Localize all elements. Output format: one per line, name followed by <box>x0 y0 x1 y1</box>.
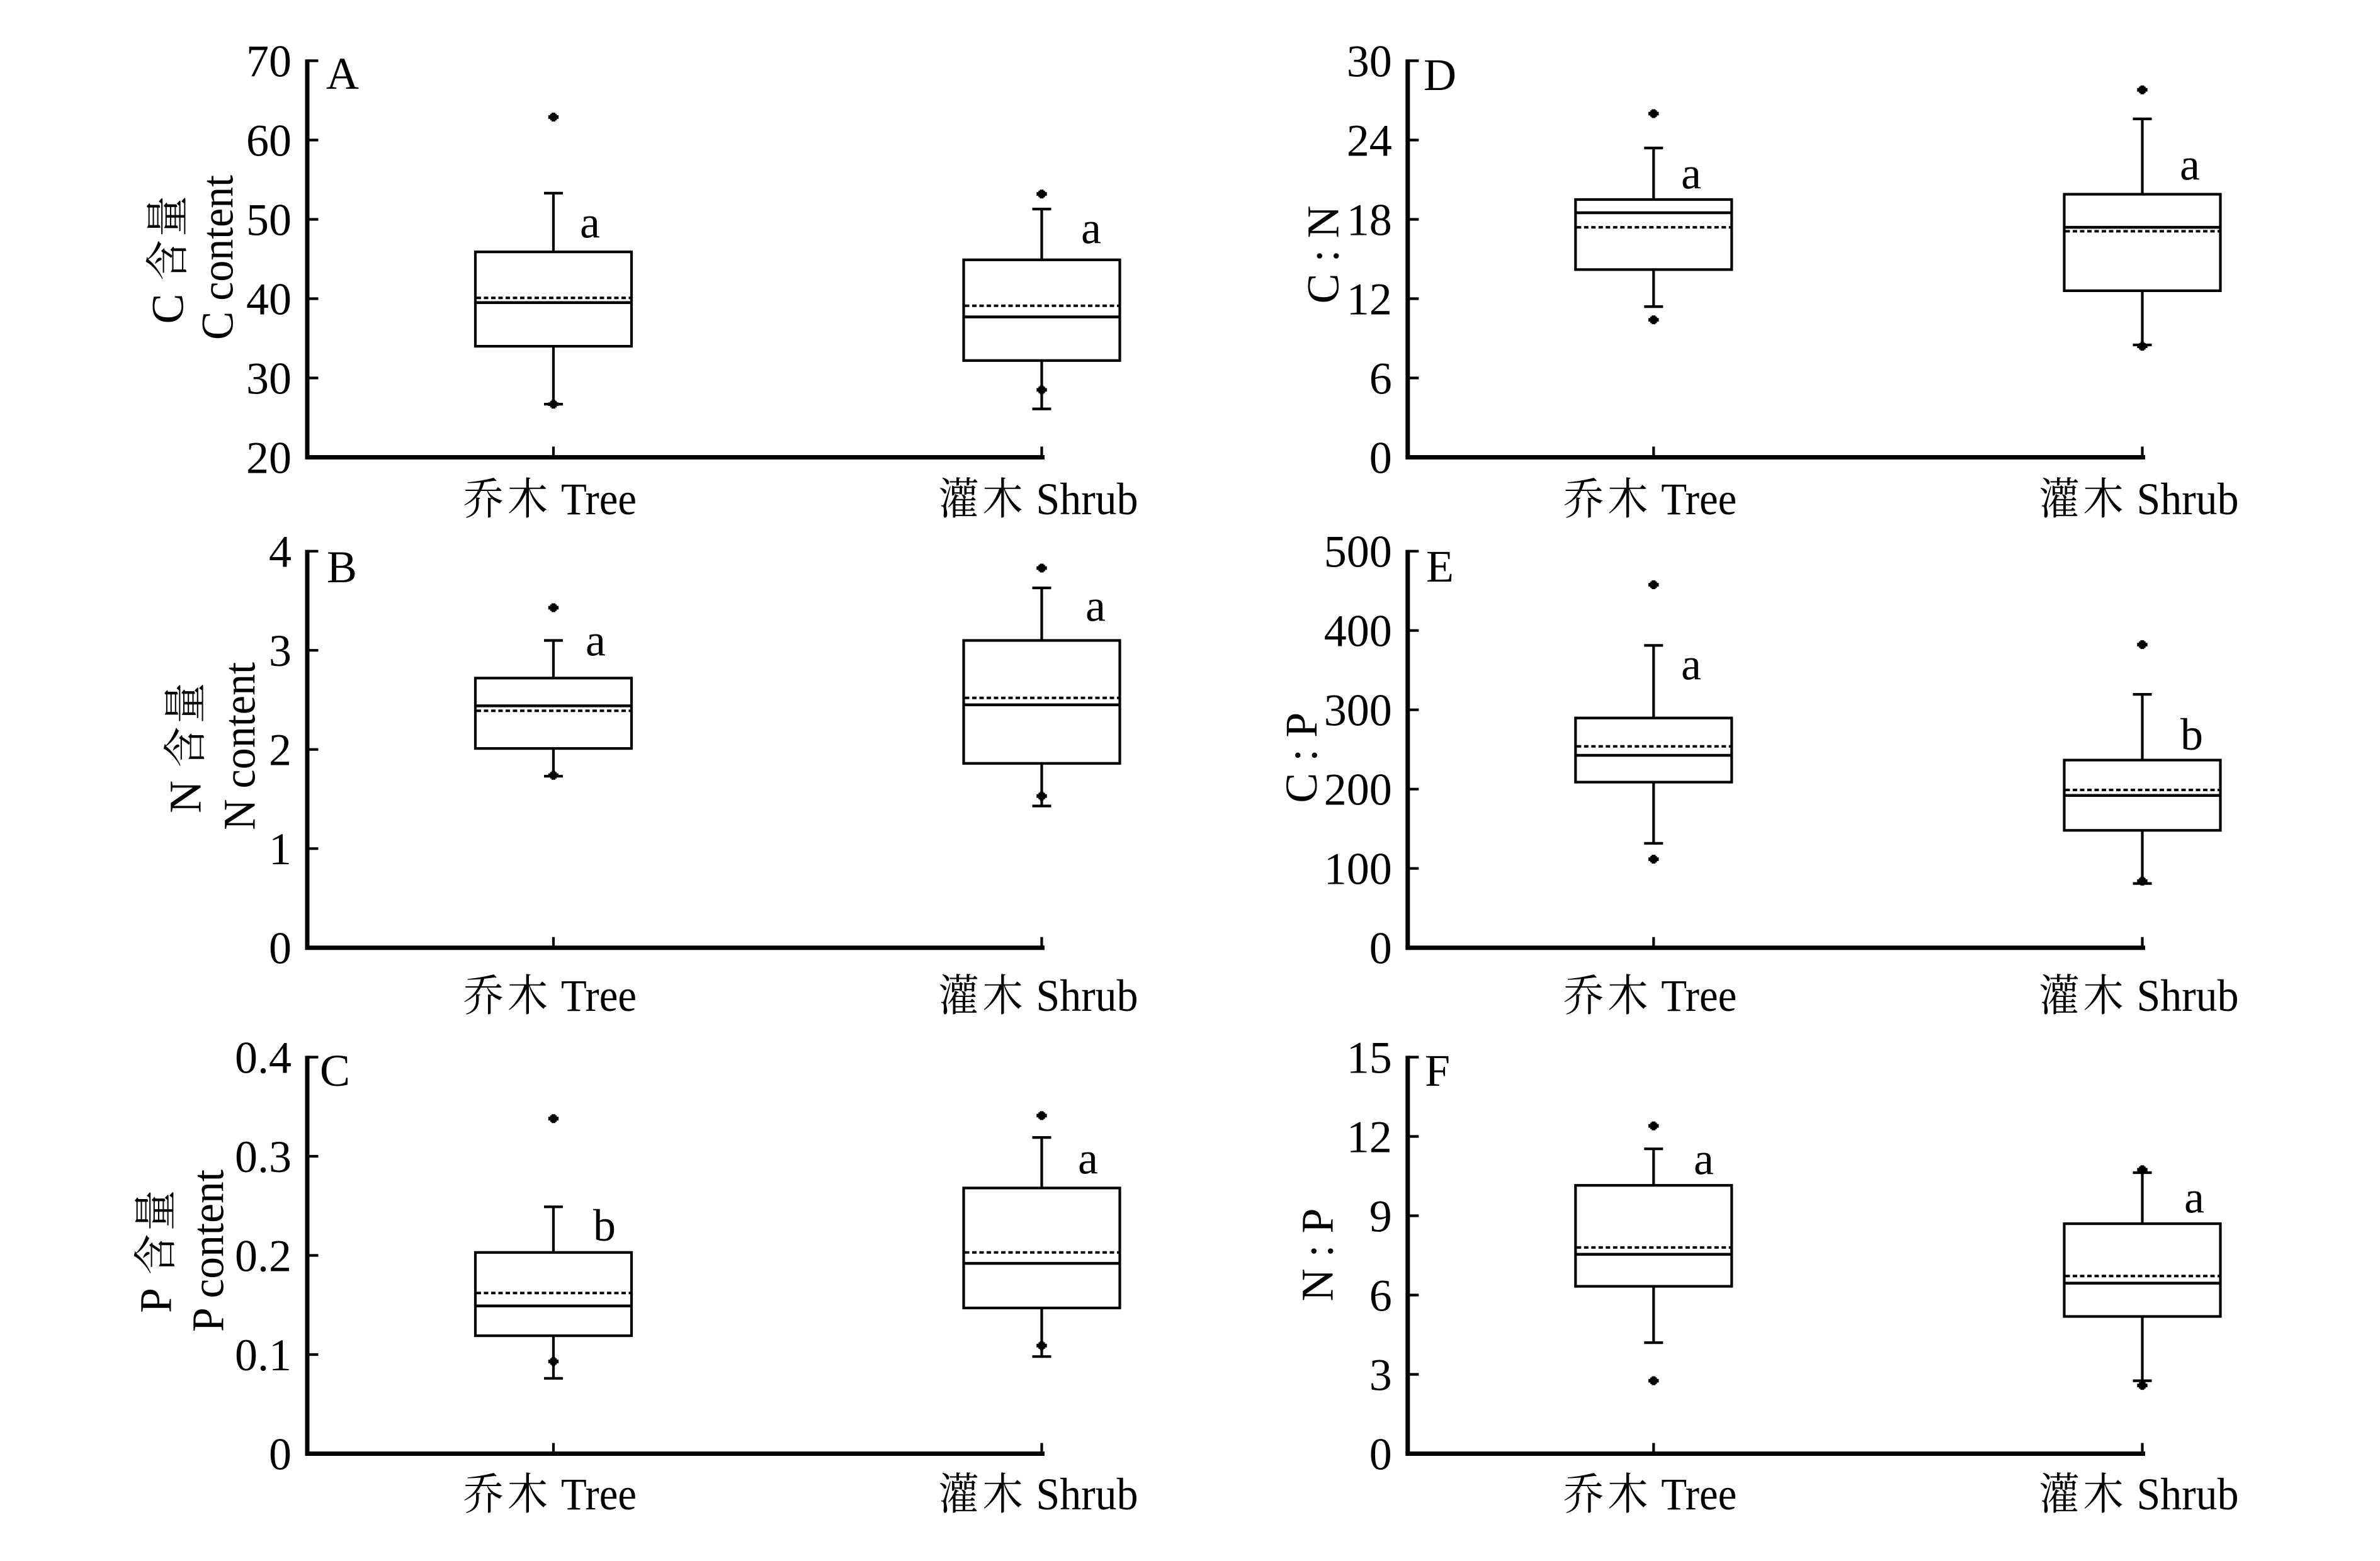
svg-text:0.1: 0.1 <box>235 1330 292 1380</box>
svg-text:P: P <box>131 1288 181 1313</box>
svg-text:a: a <box>586 616 606 666</box>
svg-text:9: 9 <box>1369 1192 1392 1242</box>
svg-text:30: 30 <box>1347 37 1392 87</box>
svg-text:C content: C content <box>193 175 243 340</box>
svg-text:Tree: Tree <box>561 1469 637 1519</box>
svg-text:Shrub: Shrub <box>1036 971 1138 1021</box>
svg-text:3: 3 <box>1369 1350 1392 1400</box>
svg-text:a: a <box>1681 149 1701 199</box>
svg-text:C : P: C : P <box>1276 713 1327 803</box>
svg-text:200: 200 <box>1324 765 1392 815</box>
svg-text:60: 60 <box>246 116 292 166</box>
svg-text:Tree: Tree <box>561 474 637 524</box>
svg-text:a: a <box>1681 640 1701 690</box>
svg-text:0.2: 0.2 <box>235 1231 292 1282</box>
svg-text:2: 2 <box>269 725 292 775</box>
svg-text:Tree: Tree <box>1661 971 1737 1021</box>
svg-text:15: 15 <box>1347 1033 1392 1083</box>
svg-text:3: 3 <box>269 626 292 676</box>
svg-text:N content: N content <box>214 662 264 830</box>
svg-text:0: 0 <box>1369 923 1392 974</box>
svg-text:F: F <box>1425 1045 1450 1096</box>
svg-text:Shrub: Shrub <box>2137 1469 2239 1519</box>
svg-text:a: a <box>1694 1134 1714 1185</box>
svg-text:40: 40 <box>246 274 292 325</box>
svg-text:Shrub: Shrub <box>2137 474 2239 524</box>
svg-text:a: a <box>1085 581 1106 631</box>
svg-text:C: C <box>320 1045 350 1096</box>
svg-text:0: 0 <box>269 1429 292 1480</box>
svg-text:N: N <box>161 780 211 813</box>
svg-text:C: C <box>143 293 193 324</box>
svg-text:a: a <box>2184 1173 2204 1223</box>
svg-text:100: 100 <box>1324 844 1392 894</box>
svg-text:Shrub: Shrub <box>1036 474 1138 524</box>
svg-text:a: a <box>1078 1134 1098 1184</box>
svg-text:D: D <box>1424 50 1456 100</box>
svg-text:Tree: Tree <box>561 971 637 1021</box>
svg-text:0: 0 <box>1369 1429 1392 1480</box>
svg-text:18: 18 <box>1347 195 1392 245</box>
svg-text:12: 12 <box>1347 1112 1392 1163</box>
svg-text:4: 4 <box>269 527 292 577</box>
svg-text:1: 1 <box>269 824 292 874</box>
svg-text:0: 0 <box>1369 433 1392 483</box>
svg-text:400: 400 <box>1324 606 1392 657</box>
svg-text:0.4: 0.4 <box>235 1033 292 1083</box>
svg-text:Tree: Tree <box>1661 1469 1737 1519</box>
svg-text:N : P: N : P <box>1292 1208 1342 1301</box>
svg-text:Tree: Tree <box>1661 474 1737 524</box>
svg-text:C : N: C : N <box>1298 205 1349 303</box>
svg-text:a: a <box>580 198 600 248</box>
svg-text:b: b <box>593 1200 616 1251</box>
svg-text:70: 70 <box>246 37 292 87</box>
svg-text:24: 24 <box>1347 116 1392 166</box>
svg-text:300: 300 <box>1324 685 1392 736</box>
svg-text:6: 6 <box>1369 1271 1392 1321</box>
svg-text:0.3: 0.3 <box>235 1132 292 1182</box>
svg-text:b: b <box>2180 709 2203 760</box>
svg-text:6: 6 <box>1369 354 1392 404</box>
svg-text:P content: P content <box>183 1169 234 1332</box>
svg-text:30: 30 <box>246 354 292 404</box>
svg-text:12: 12 <box>1347 274 1392 325</box>
svg-text:E: E <box>1426 541 1454 592</box>
svg-text:B: B <box>327 542 357 592</box>
svg-text:0: 0 <box>269 923 292 974</box>
svg-text:Shrub: Shrub <box>2137 971 2239 1021</box>
svg-text:a: a <box>1081 203 1101 254</box>
svg-text:20: 20 <box>246 433 292 483</box>
svg-text:500: 500 <box>1324 527 1392 577</box>
svg-text:50: 50 <box>246 195 292 245</box>
svg-text:Shrub: Shrub <box>1036 1469 1138 1519</box>
svg-text:A: A <box>326 48 359 99</box>
svg-text:a: a <box>2180 140 2200 190</box>
